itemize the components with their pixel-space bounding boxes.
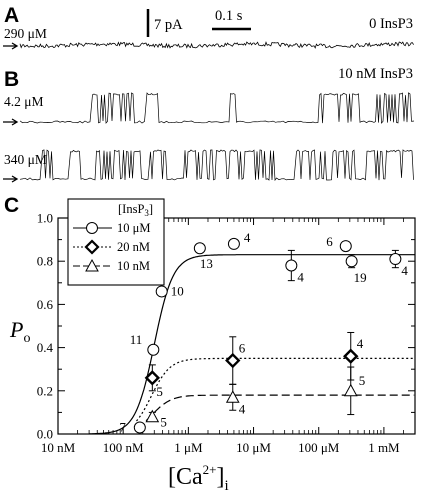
point-circle xyxy=(345,255,358,268)
legend-box xyxy=(67,198,165,286)
point-triangle xyxy=(145,409,160,423)
n-label: 4 xyxy=(239,401,246,416)
n-label: 4 xyxy=(357,336,364,351)
y-tick-label: 0.2 xyxy=(37,383,53,398)
trace-a-label: 290 μM xyxy=(4,26,47,41)
panel-b: 10 nM InsP3 4.2 μM 340 μM xyxy=(3,66,415,183)
scale-bar-time-label: 0.1 s xyxy=(215,8,243,24)
n-label: 19 xyxy=(354,270,367,285)
legend: [InsP3] 10 μM 20 nM 10 nM xyxy=(67,198,165,286)
legend-label-10nM: 10 nM xyxy=(117,259,150,273)
n-label: 7 xyxy=(119,420,126,435)
n-label: 4 xyxy=(401,263,408,278)
data-points: 7 11 10 13 4 4 6 19 4 5 6 4 5 4 5 xyxy=(119,230,408,435)
n-label: 10 xyxy=(171,283,184,298)
point-circle xyxy=(389,253,402,266)
y-axis: 0.0 0.2 0.4 0.6 0.8 1.0 xyxy=(37,211,415,442)
legend-title: [InsP3] xyxy=(118,202,153,218)
fit-curve-circle xyxy=(89,254,415,435)
panel-a-condition: 0 InsP3 xyxy=(369,16,413,32)
trace-b1 xyxy=(19,92,415,124)
n-label: 4 xyxy=(244,230,251,245)
fit-curve-triangle xyxy=(136,394,415,429)
point-circle xyxy=(147,343,160,356)
trace-b1-arrow-icon xyxy=(3,118,19,126)
fit-curves xyxy=(89,254,415,435)
point-circle xyxy=(193,242,206,255)
point-diamond xyxy=(225,352,241,369)
point-circle xyxy=(227,237,240,250)
legend-label-10uM: 10 μM xyxy=(117,221,150,235)
n-label: 4 xyxy=(297,270,304,285)
x-tick-label: 1 μM xyxy=(174,440,203,455)
point-diamond xyxy=(144,370,161,386)
point-triangle xyxy=(343,383,358,397)
panel-c-chart: 0.00.20.40.60.81.0 10 nM 100 nM 1 μM 10 μM 1… xyxy=(9,198,416,494)
trace-b1-label: 4.2 μM xyxy=(4,94,44,109)
n-label: 13 xyxy=(200,256,213,271)
n-label: 6 xyxy=(326,234,333,249)
panel-letter-a: A xyxy=(4,4,19,27)
y-tick-label: 0.6 xyxy=(37,297,54,312)
trace-b2-arrow-icon xyxy=(3,175,19,183)
panel-letter-c: C xyxy=(4,194,19,217)
point-diamond xyxy=(343,348,359,364)
legend-triangle-icon xyxy=(85,258,99,272)
panel-a: 290 μM 7 pA 0.1 s 0 InsP3 xyxy=(3,8,414,50)
legend-circle-icon xyxy=(86,222,98,234)
n-label: 5 xyxy=(156,384,163,399)
legend-diamond-icon xyxy=(84,239,100,255)
n-label: 5 xyxy=(359,373,366,388)
point-circle xyxy=(133,421,146,434)
x-axis: 10 nM 100 nM 1 μM 10 μM 100 μM 1 mM xyxy=(41,218,416,455)
n-label: 5 xyxy=(160,415,167,430)
panel-b-condition: 10 nM InsP3 xyxy=(338,66,413,82)
panel-letter-b: B xyxy=(4,68,19,91)
trace-a xyxy=(19,41,414,49)
x-tick-label: 10 nM xyxy=(41,440,76,455)
n-label: 11 xyxy=(130,332,143,347)
point-circle xyxy=(339,240,352,253)
x-axis-label: [Ca2+]i xyxy=(168,462,229,494)
x-tick-label: 10 μM xyxy=(236,440,271,455)
trace-b2-label: 340 μM xyxy=(4,152,47,167)
scale-bar-current-label: 7 pA xyxy=(154,17,183,33)
point-circle xyxy=(155,285,168,298)
x-tick-label: 100 μM xyxy=(298,440,340,455)
x-tick-label: 100 nM xyxy=(103,440,144,455)
legend-label-20nM: 20 nM xyxy=(117,240,150,254)
trace-b2 xyxy=(19,149,414,182)
x-tick-label: 1 mM xyxy=(368,440,400,455)
y-tick-label: 0.0 xyxy=(37,427,53,442)
point-triangle xyxy=(225,390,240,403)
y-axis-label: Po xyxy=(9,317,30,346)
y-tick-label: 1.0 xyxy=(37,211,53,226)
trace-a-arrow-icon xyxy=(3,42,19,50)
y-tick-label: 0.8 xyxy=(37,254,53,269)
fit-curve-diamond xyxy=(136,357,415,422)
n-label: 6 xyxy=(239,341,246,356)
y-tick-label: 0.4 xyxy=(37,340,54,355)
point-circle xyxy=(285,259,298,272)
